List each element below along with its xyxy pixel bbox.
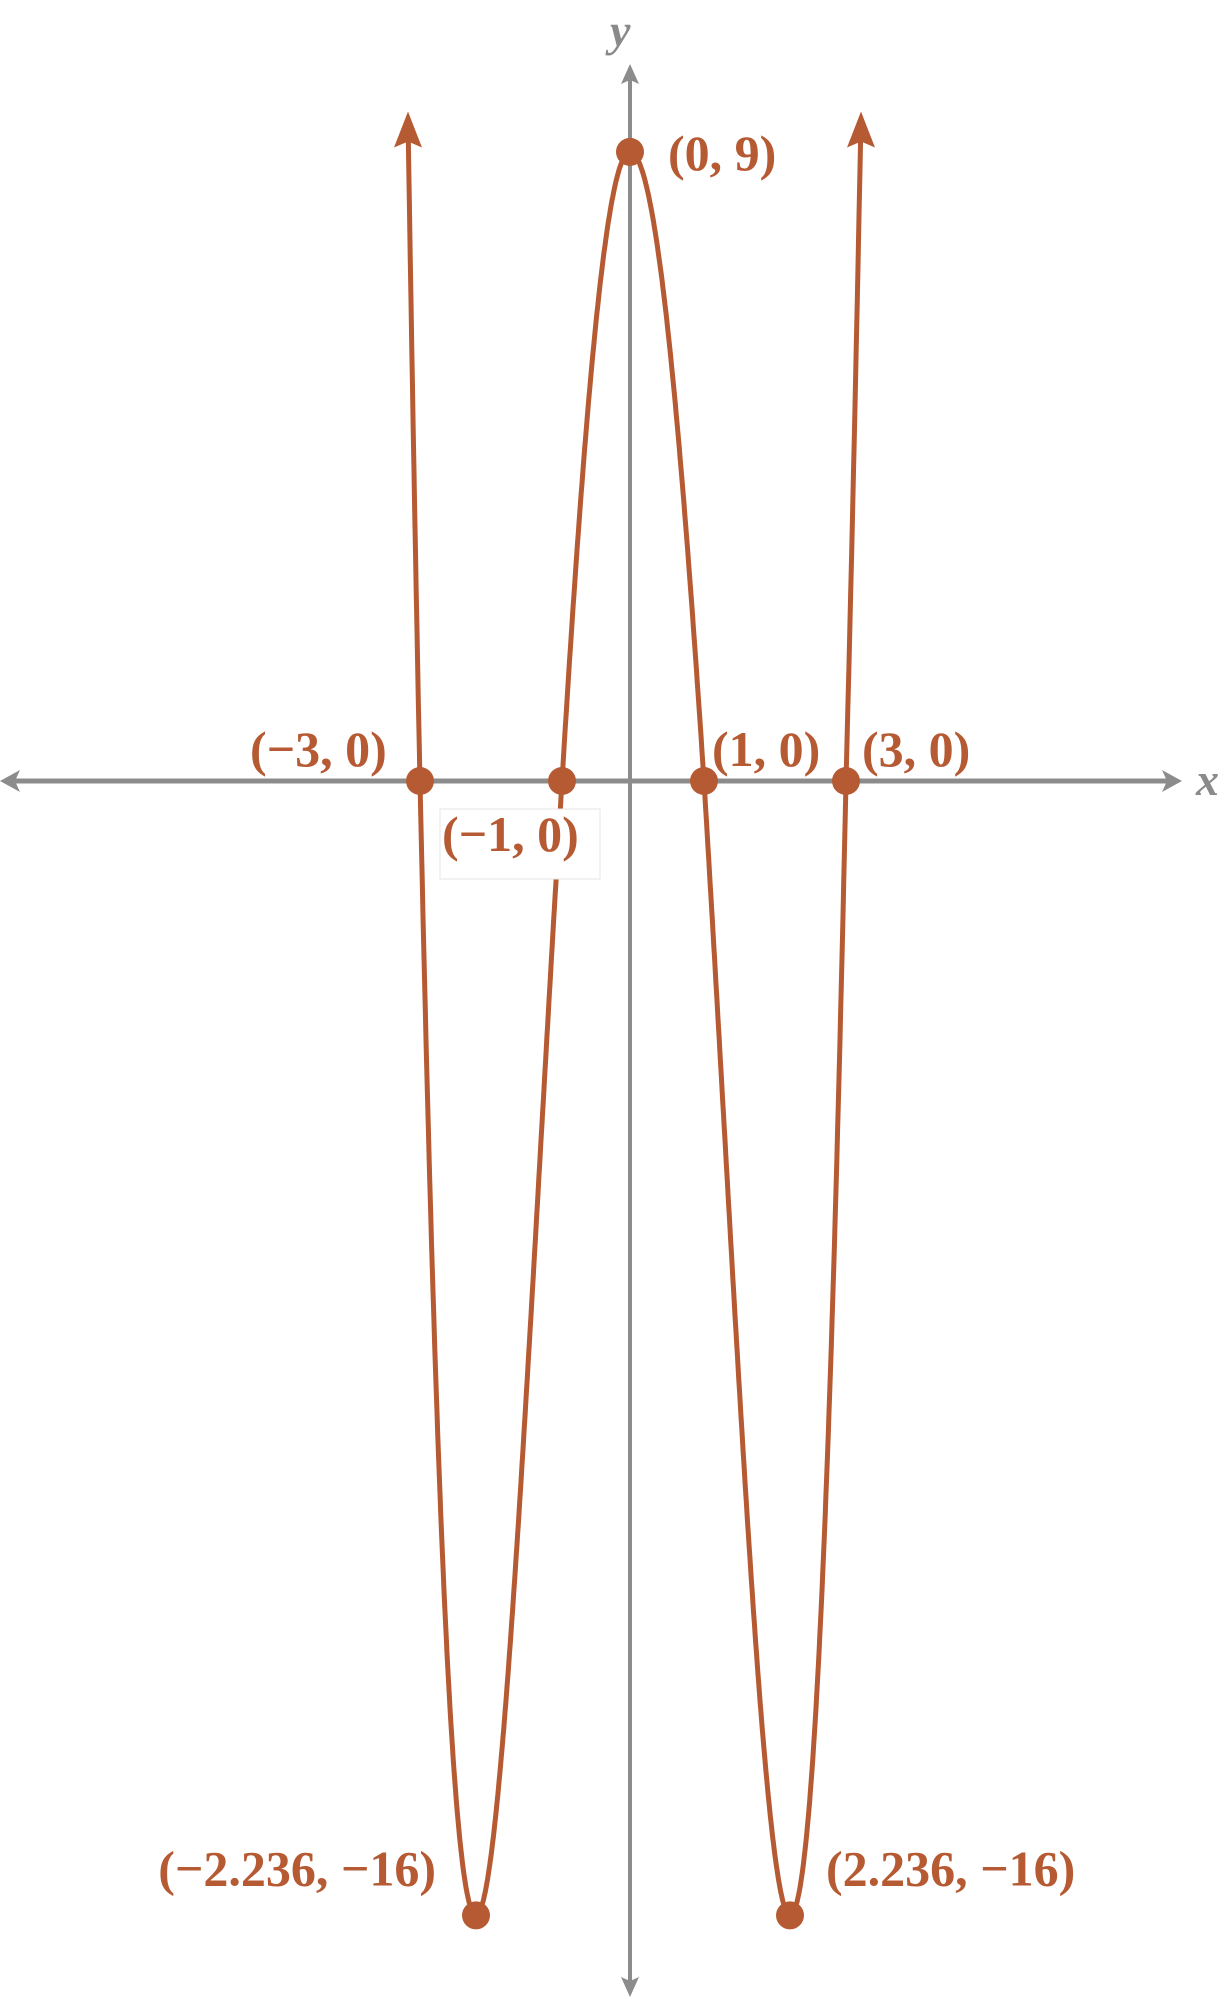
curve-arrow-right xyxy=(847,111,875,148)
x-axis-label: x xyxy=(1195,754,1219,805)
y-axis-arrow-bottom xyxy=(621,1977,639,1997)
point-label: (0, 9) xyxy=(668,125,776,181)
point-label: (3, 0) xyxy=(862,721,970,777)
x-axis-arrow-left xyxy=(0,770,20,792)
point-label: (−3, 0) xyxy=(250,721,387,777)
x-axis-arrow-right xyxy=(1162,770,1182,792)
point-marker xyxy=(832,767,860,795)
point-marker xyxy=(548,767,576,795)
curve-arrow-left xyxy=(394,111,422,148)
y-axis-arrow-top xyxy=(621,64,639,84)
point-marker xyxy=(406,767,434,795)
point-marker xyxy=(776,1901,804,1930)
label-background xyxy=(439,808,601,880)
y-axis-label: y xyxy=(605,5,631,56)
function-curve xyxy=(405,117,864,1918)
point-marker xyxy=(690,767,718,795)
point-label: (1, 0) xyxy=(712,721,820,777)
point-label: (−2.236, −16) xyxy=(158,1840,436,1896)
point-marker xyxy=(462,1901,490,1930)
point-label: (2.236, −16) xyxy=(826,1840,1075,1896)
point-label: (−1, 0) xyxy=(442,806,579,862)
axes: x y xyxy=(0,5,1219,1997)
point-marker xyxy=(616,137,644,166)
